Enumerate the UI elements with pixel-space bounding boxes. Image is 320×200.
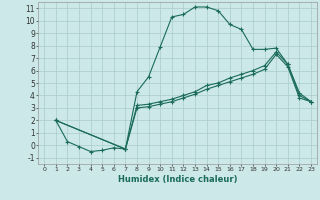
X-axis label: Humidex (Indice chaleur): Humidex (Indice chaleur) [118,175,237,184]
